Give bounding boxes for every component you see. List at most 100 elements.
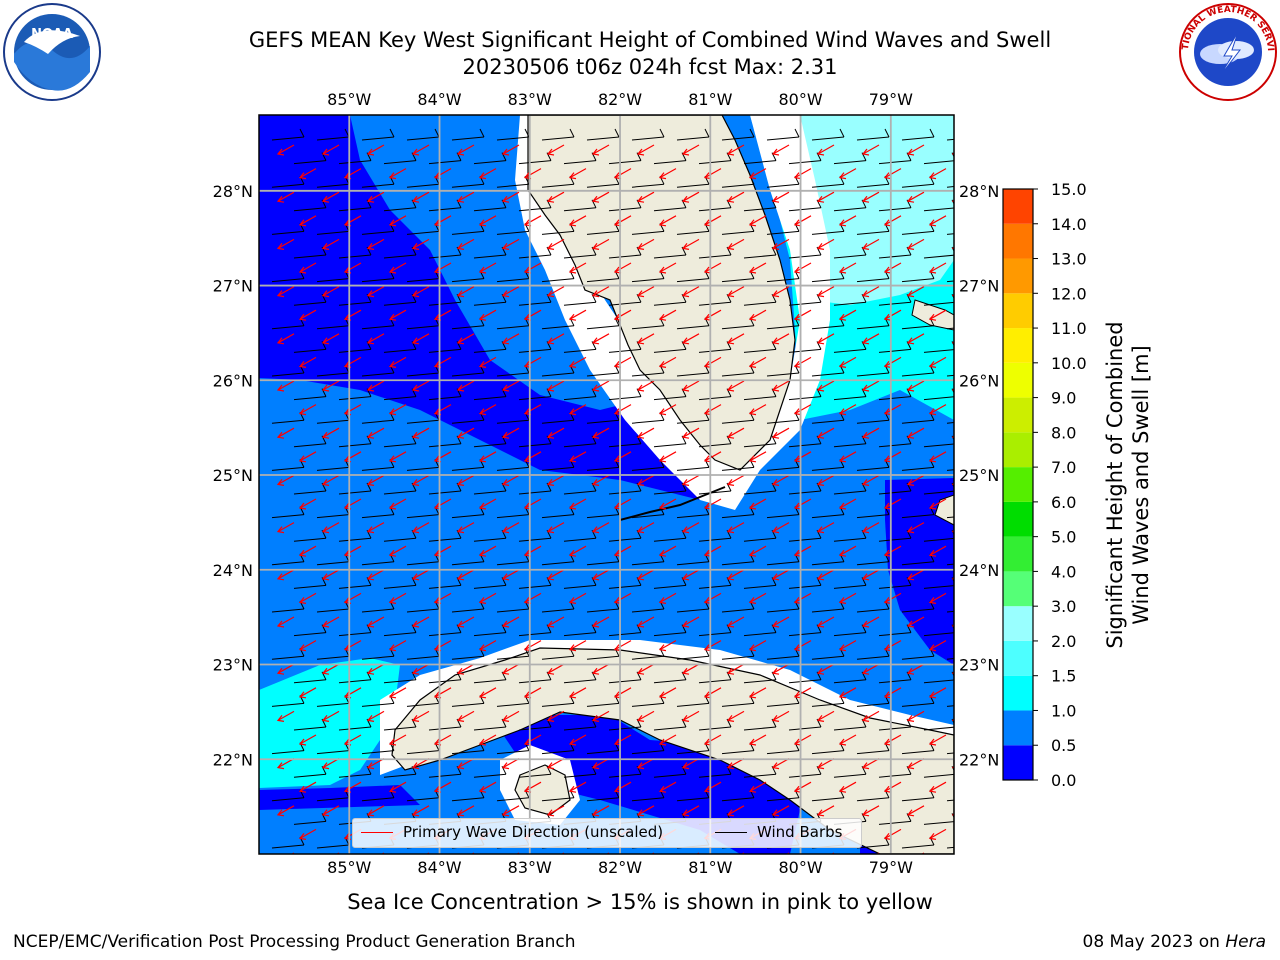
wave-arrow (321, 474, 340, 486)
gridlines (259, 115, 954, 854)
wave-arrow (478, 451, 497, 463)
lon-tick-label-bottom: 80°W (778, 858, 822, 877)
colorbar-segment (1003, 501, 1033, 537)
wave-arrow (928, 828, 947, 840)
wave-arrow (951, 623, 954, 627)
wave-arrow (276, 710, 295, 722)
wind-barb (946, 138, 954, 141)
lat-tick-label-left: 23°N (213, 656, 253, 675)
wave-arrow (883, 781, 902, 793)
wave-arrow (838, 215, 857, 227)
wave-arrow (681, 805, 700, 817)
map-area (259, 115, 954, 887)
wave-arrow (478, 168, 497, 180)
wave-arrow (658, 451, 677, 463)
wind-barb (946, 705, 954, 707)
wave-arrow (366, 474, 385, 486)
wave-arrow (681, 191, 700, 203)
wave-arrow (838, 168, 857, 180)
wave-arrow (478, 215, 497, 227)
wave-arrow (951, 198, 954, 202)
wind-barb (474, 861, 506, 872)
wave-arrow (816, 805, 835, 817)
wave-arrow (793, 356, 812, 368)
wave-arrow (928, 781, 947, 793)
wave-arrow (861, 474, 880, 486)
wind-barb (946, 658, 954, 660)
wave-arrow (816, 238, 835, 250)
wave-arrow (388, 404, 407, 416)
wave-arrow (501, 380, 520, 392)
wind-barb (496, 128, 530, 141)
lat-tick-label-right: 22°N (959, 750, 999, 769)
wave-arrow (793, 404, 812, 416)
wave-arrow (726, 805, 745, 817)
wave-arrow (478, 356, 497, 368)
wave-arrow (501, 805, 520, 817)
colorbar-tick-label: 10.0 (1051, 354, 1087, 373)
wave-arrow (411, 805, 430, 817)
wave-arrow (276, 805, 295, 817)
wave-arrow (591, 474, 610, 486)
wave-arrow (726, 333, 745, 345)
colorbar-segment (1003, 432, 1033, 468)
wave-arrow (928, 262, 947, 274)
wind-barb (946, 610, 954, 613)
colorbar-segment (1003, 571, 1033, 607)
wind-barb (361, 128, 395, 141)
wave-arrow (276, 191, 295, 203)
wave-arrow (276, 286, 295, 298)
wave-arrow (658, 309, 677, 321)
wave-arrow (838, 781, 857, 793)
wave-arrow (703, 168, 722, 180)
wave-arrow (613, 215, 632, 227)
wave-arrow (750, 877, 766, 887)
wave-arrow (771, 427, 790, 439)
wave-arrow (748, 451, 767, 463)
noaa-logo: NOAA (3, 3, 101, 101)
wave-arrow (771, 710, 790, 722)
wave-arrow (771, 286, 790, 298)
wave-arrow (298, 640, 317, 652)
wind-barb (946, 516, 954, 519)
wave-arrow (861, 427, 880, 439)
wave-arrow (793, 640, 812, 652)
wave-arrow (681, 333, 700, 345)
wave-arrow (748, 640, 767, 652)
colorbar-tick-label: 6.0 (1051, 493, 1076, 512)
wave-arrow (838, 356, 857, 368)
wave-arrow (726, 522, 745, 534)
wave-arrow (928, 168, 947, 180)
wave-arrow (681, 427, 700, 439)
wave-arrow (838, 640, 857, 652)
wave-arrow (456, 191, 475, 203)
wave-arrow (456, 805, 475, 817)
wave-arrow (276, 144, 295, 156)
wave-contour-1.0-1.5 (259, 658, 400, 788)
wave-arrow (703, 592, 722, 604)
lat-tick-label-right: 25°N (959, 466, 999, 485)
wave-arrow (591, 238, 610, 250)
wave-arrow (748, 687, 767, 699)
wave-arrow (928, 356, 947, 368)
wave-arrow (411, 522, 430, 534)
wave-arrow (793, 687, 812, 699)
wave-contour-0.0-0.5 (885, 478, 954, 665)
wave-arrow (568, 262, 587, 274)
wave-arrow (658, 687, 677, 699)
wave-arrow (478, 404, 497, 416)
wave-arrow (906, 474, 925, 486)
wave-arrow (591, 805, 610, 817)
colorbar-label-text: Significant Height of Combined Wind Wave… (1103, 321, 1153, 649)
wave-arrow (636, 144, 655, 156)
wind-barb (406, 128, 440, 141)
wave-arrow (636, 380, 655, 392)
wave-arrow (366, 710, 385, 722)
wave-arrow (568, 215, 587, 227)
wave-arrow (816, 286, 835, 298)
wave-arrow (321, 569, 340, 581)
wave-arrow (838, 404, 857, 416)
colorbar-segment (1003, 223, 1033, 259)
wave-arrow (703, 734, 722, 746)
wave-arrow (366, 663, 385, 675)
